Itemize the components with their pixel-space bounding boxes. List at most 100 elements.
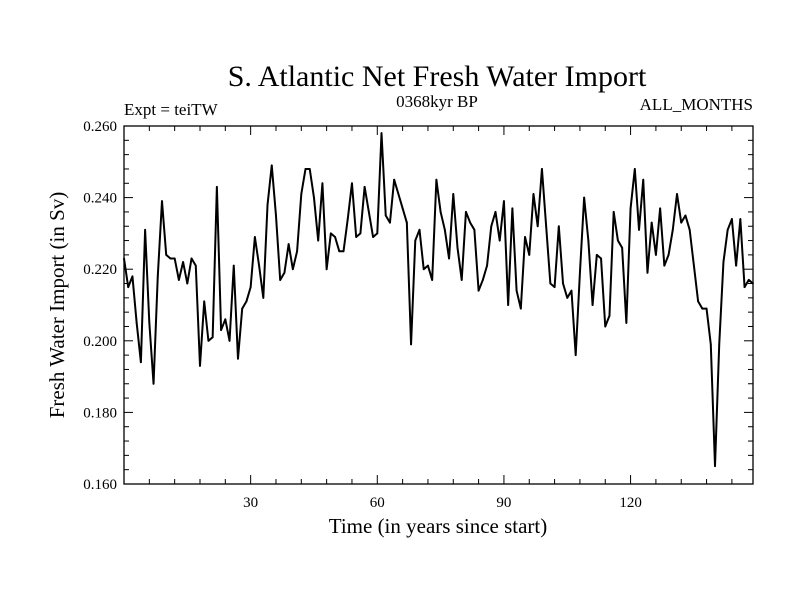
chart-title: S. Atlantic Net Fresh Water Import (228, 60, 647, 93)
data-points (123, 132, 754, 467)
data-point (397, 193, 400, 195)
x-tick-labels: 30 60 90 120 (243, 495, 642, 511)
data-point (279, 279, 282, 281)
data-point (574, 354, 577, 357)
data-point (414, 239, 417, 242)
data-point (427, 264, 429, 267)
data-point (481, 279, 484, 281)
data-point (275, 214, 277, 217)
x-tick-label: 30 (243, 495, 258, 511)
y-tick-label: 0.240 (83, 191, 117, 207)
x-tick-label: 90 (496, 495, 511, 511)
data-point (735, 264, 738, 267)
data-point (127, 286, 130, 288)
data-point (266, 203, 269, 206)
data-point (241, 307, 244, 310)
data-point (355, 236, 358, 238)
data-point (545, 225, 548, 228)
data-point (384, 214, 387, 217)
y-axis-label: Fresh Water Import (in Sv) (45, 192, 69, 419)
data-point (600, 257, 602, 260)
data-point (617, 239, 619, 242)
data-point (351, 182, 353, 185)
data-point (342, 250, 345, 253)
data-point (346, 218, 349, 220)
data-point (245, 300, 248, 303)
data-point (165, 253, 168, 256)
data-point (283, 271, 286, 274)
data-point (557, 225, 560, 228)
data-point (536, 225, 539, 228)
data-point (367, 211, 370, 213)
data-point (730, 218, 733, 220)
data-point (401, 207, 404, 210)
data-point (714, 465, 716, 467)
data-point (439, 211, 442, 213)
data-point (304, 168, 307, 170)
x-axis-label: Time (in years since start) (329, 514, 548, 538)
data-point (253, 236, 256, 238)
data-point (363, 185, 366, 188)
data-point (182, 261, 185, 263)
data-point (232, 264, 235, 267)
period-label: 0368kyr BP (396, 92, 478, 111)
data-point (562, 282, 564, 285)
data-point (671, 228, 674, 231)
data-point (621, 246, 624, 249)
data-point (498, 239, 501, 242)
data-point (688, 228, 691, 231)
data-point (435, 178, 438, 181)
data-point (477, 289, 480, 292)
data-point (739, 218, 742, 220)
data-point (486, 264, 488, 267)
data-point (220, 329, 222, 331)
data-point (633, 168, 636, 170)
data-point (228, 339, 231, 342)
data-point (211, 336, 214, 339)
data-point (215, 185, 218, 188)
tick-marks (124, 125, 753, 485)
data-point (359, 232, 362, 235)
data-point (389, 221, 391, 224)
data-point (553, 286, 556, 288)
data-point (291, 268, 294, 271)
data-point (321, 182, 324, 185)
data-point (199, 364, 201, 367)
data-point (296, 250, 298, 253)
data-point (642, 178, 645, 181)
data-point (625, 322, 628, 324)
data-point (705, 307, 708, 310)
data-point (418, 228, 421, 231)
data-point (372, 236, 374, 238)
data-point (722, 261, 725, 263)
data-point (131, 275, 134, 278)
data-point (511, 207, 514, 210)
data-point (177, 279, 180, 281)
data-point (743, 286, 746, 288)
data-point (338, 250, 341, 253)
data-point (747, 279, 750, 281)
data-point (258, 264, 260, 267)
data-point (709, 343, 712, 346)
y-tick-labels: 0.160 0.180 0.200 0.220 0.240 0.260 (83, 119, 117, 493)
data-point (224, 318, 227, 321)
data-point (587, 239, 590, 242)
data-point (646, 271, 649, 274)
months-label: ALL_MONTHS (640, 95, 753, 114)
data-point (591, 304, 594, 306)
data-point (422, 268, 425, 271)
data-point (519, 307, 522, 310)
data-point (726, 228, 729, 231)
data-point (456, 246, 459, 249)
data-point (507, 304, 510, 306)
data-point (270, 164, 273, 167)
data-point (317, 239, 320, 242)
data-point (161, 200, 163, 203)
data-point (515, 289, 518, 292)
data-point (448, 257, 450, 260)
x-tick-label: 60 (370, 495, 385, 511)
data-point (570, 289, 573, 292)
experiment-label: Expt = teiTW (124, 100, 219, 119)
data-point (249, 286, 252, 288)
